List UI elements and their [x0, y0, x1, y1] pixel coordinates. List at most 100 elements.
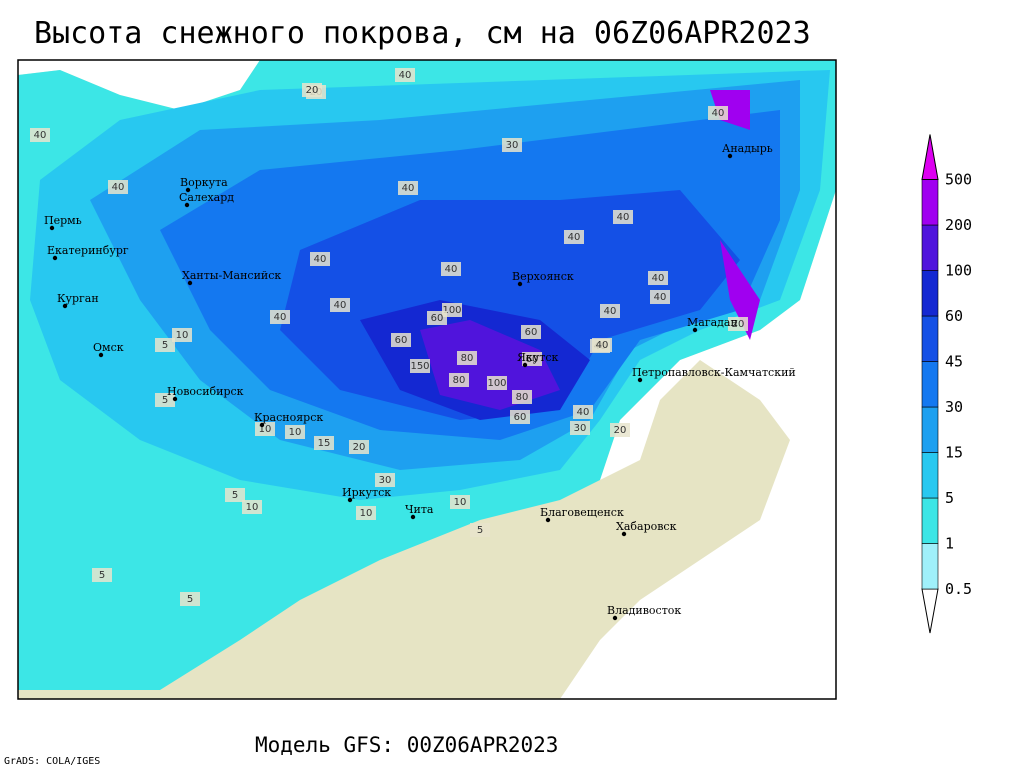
city-label: Воркута	[180, 176, 228, 189]
city-marker	[52, 255, 58, 261]
contour-label-box	[172, 328, 192, 342]
contour-label-box	[650, 290, 670, 304]
contour-label: 80	[461, 353, 474, 364]
legend-arrow-low	[921, 588, 939, 634]
contour-label-box	[30, 128, 50, 142]
legend-label: 100	[945, 262, 972, 280]
contour-label: 60	[526, 354, 539, 365]
city-label: Якутск	[517, 351, 558, 364]
contour-label: 20	[732, 319, 745, 330]
credit: GrADS: COLA/IGES	[4, 756, 100, 767]
contour-label: 80	[453, 375, 466, 386]
city-label: Хабаровск	[616, 520, 677, 533]
city-marker	[621, 531, 627, 537]
legend-swatch	[921, 361, 939, 408]
contour-label: 5	[187, 594, 193, 605]
title: Высота снежного покрова, см на 06Z06APR2…	[34, 16, 811, 51]
contour-label-box	[450, 495, 470, 509]
contour-label: 5	[99, 570, 105, 581]
legend-label: 0.5	[945, 580, 972, 598]
contour-label: 10	[289, 427, 302, 438]
contour-label: 15	[318, 438, 331, 449]
snow-100-200	[420, 320, 560, 410]
city-marker	[185, 187, 191, 193]
contour-label-box	[610, 423, 630, 437]
legend-label: 30	[945, 398, 963, 416]
map-frame	[17, 59, 837, 700]
contour-label: 100	[442, 305, 461, 316]
contour-label: 40	[568, 232, 581, 243]
contour-label: 40	[654, 292, 667, 303]
city-marker	[49, 225, 55, 231]
city-label: Чита	[405, 503, 434, 516]
contour-label: 20	[306, 85, 319, 96]
contour-label: 10	[176, 330, 189, 341]
contour-label: 10	[360, 508, 373, 519]
contour-label: 40	[402, 183, 415, 194]
contour-label-box	[356, 506, 376, 520]
cities: Пермь Екатеринбург Курган Омск Ханты-Мансийс…	[44, 142, 796, 621]
contour-label: 60	[514, 412, 527, 423]
contour-label-box	[410, 359, 430, 373]
contour-label-box	[92, 568, 112, 582]
contour-label-box	[648, 271, 668, 285]
city-label: Анадырь	[722, 142, 773, 155]
city-marker	[637, 377, 643, 383]
contour-label-box	[285, 425, 305, 439]
legend-label: 15	[945, 444, 963, 462]
contour-label: 10	[454, 497, 467, 508]
legend-swatch	[921, 543, 939, 590]
contour-labels: 4020403040404040404040404040404010060801…	[30, 68, 748, 606]
city-marker	[62, 303, 68, 309]
contour-label: 40	[617, 212, 630, 223]
contour-label-box	[330, 298, 350, 312]
city-marker	[259, 422, 265, 428]
contour-label: 40	[577, 407, 590, 418]
contour-label-box	[487, 376, 507, 390]
ocean	[18, 60, 260, 110]
contour-label: 40	[652, 273, 665, 284]
contour-label: 40	[399, 70, 412, 81]
contour-label: 60	[525, 327, 538, 338]
contour-label-box	[108, 180, 128, 194]
contour-label-box	[395, 68, 415, 82]
contour-label-box	[441, 262, 461, 276]
contour-label: 30	[379, 475, 392, 486]
contour-label-box	[349, 440, 369, 454]
contour-label-box	[573, 405, 593, 419]
city-marker	[545, 517, 551, 523]
city-label: Пермь	[44, 214, 82, 227]
contour-label-box	[510, 410, 530, 424]
contour-label-box	[314, 436, 334, 450]
legend-swatch	[921, 315, 939, 362]
legend-label: 60	[945, 307, 963, 325]
contour-label: 40	[34, 130, 47, 141]
contour-label: 20	[614, 425, 627, 436]
legend-label: 1	[945, 535, 954, 553]
city-marker	[612, 615, 618, 621]
contour-label: 40	[712, 108, 725, 119]
city-marker	[692, 327, 698, 333]
contour-label-box	[225, 488, 245, 502]
contour-label-box	[270, 310, 290, 324]
contour-label: 150	[410, 361, 429, 372]
contour-label: 20	[353, 442, 366, 453]
contour-label: 40	[112, 182, 125, 193]
legend-swatch	[921, 452, 939, 499]
contour-label: 40	[314, 254, 327, 265]
city-label: Магадан	[687, 316, 738, 329]
legend-label: 200	[945, 216, 972, 234]
contour-label: 5	[162, 395, 168, 406]
snow-200-500	[710, 90, 760, 340]
city-label: Петропавловск-Камчатский	[632, 366, 796, 379]
contour-label-box	[521, 325, 541, 339]
city-label: Владивосток	[607, 604, 681, 617]
legend-label: 500	[945, 171, 972, 189]
city-label: Верхоянск	[512, 270, 574, 283]
map-area: 4020403040404040404040404040404010060801…	[18, 60, 836, 699]
contour-label-box	[564, 230, 584, 244]
legend-label: 45	[945, 353, 963, 371]
city-marker	[347, 497, 353, 503]
